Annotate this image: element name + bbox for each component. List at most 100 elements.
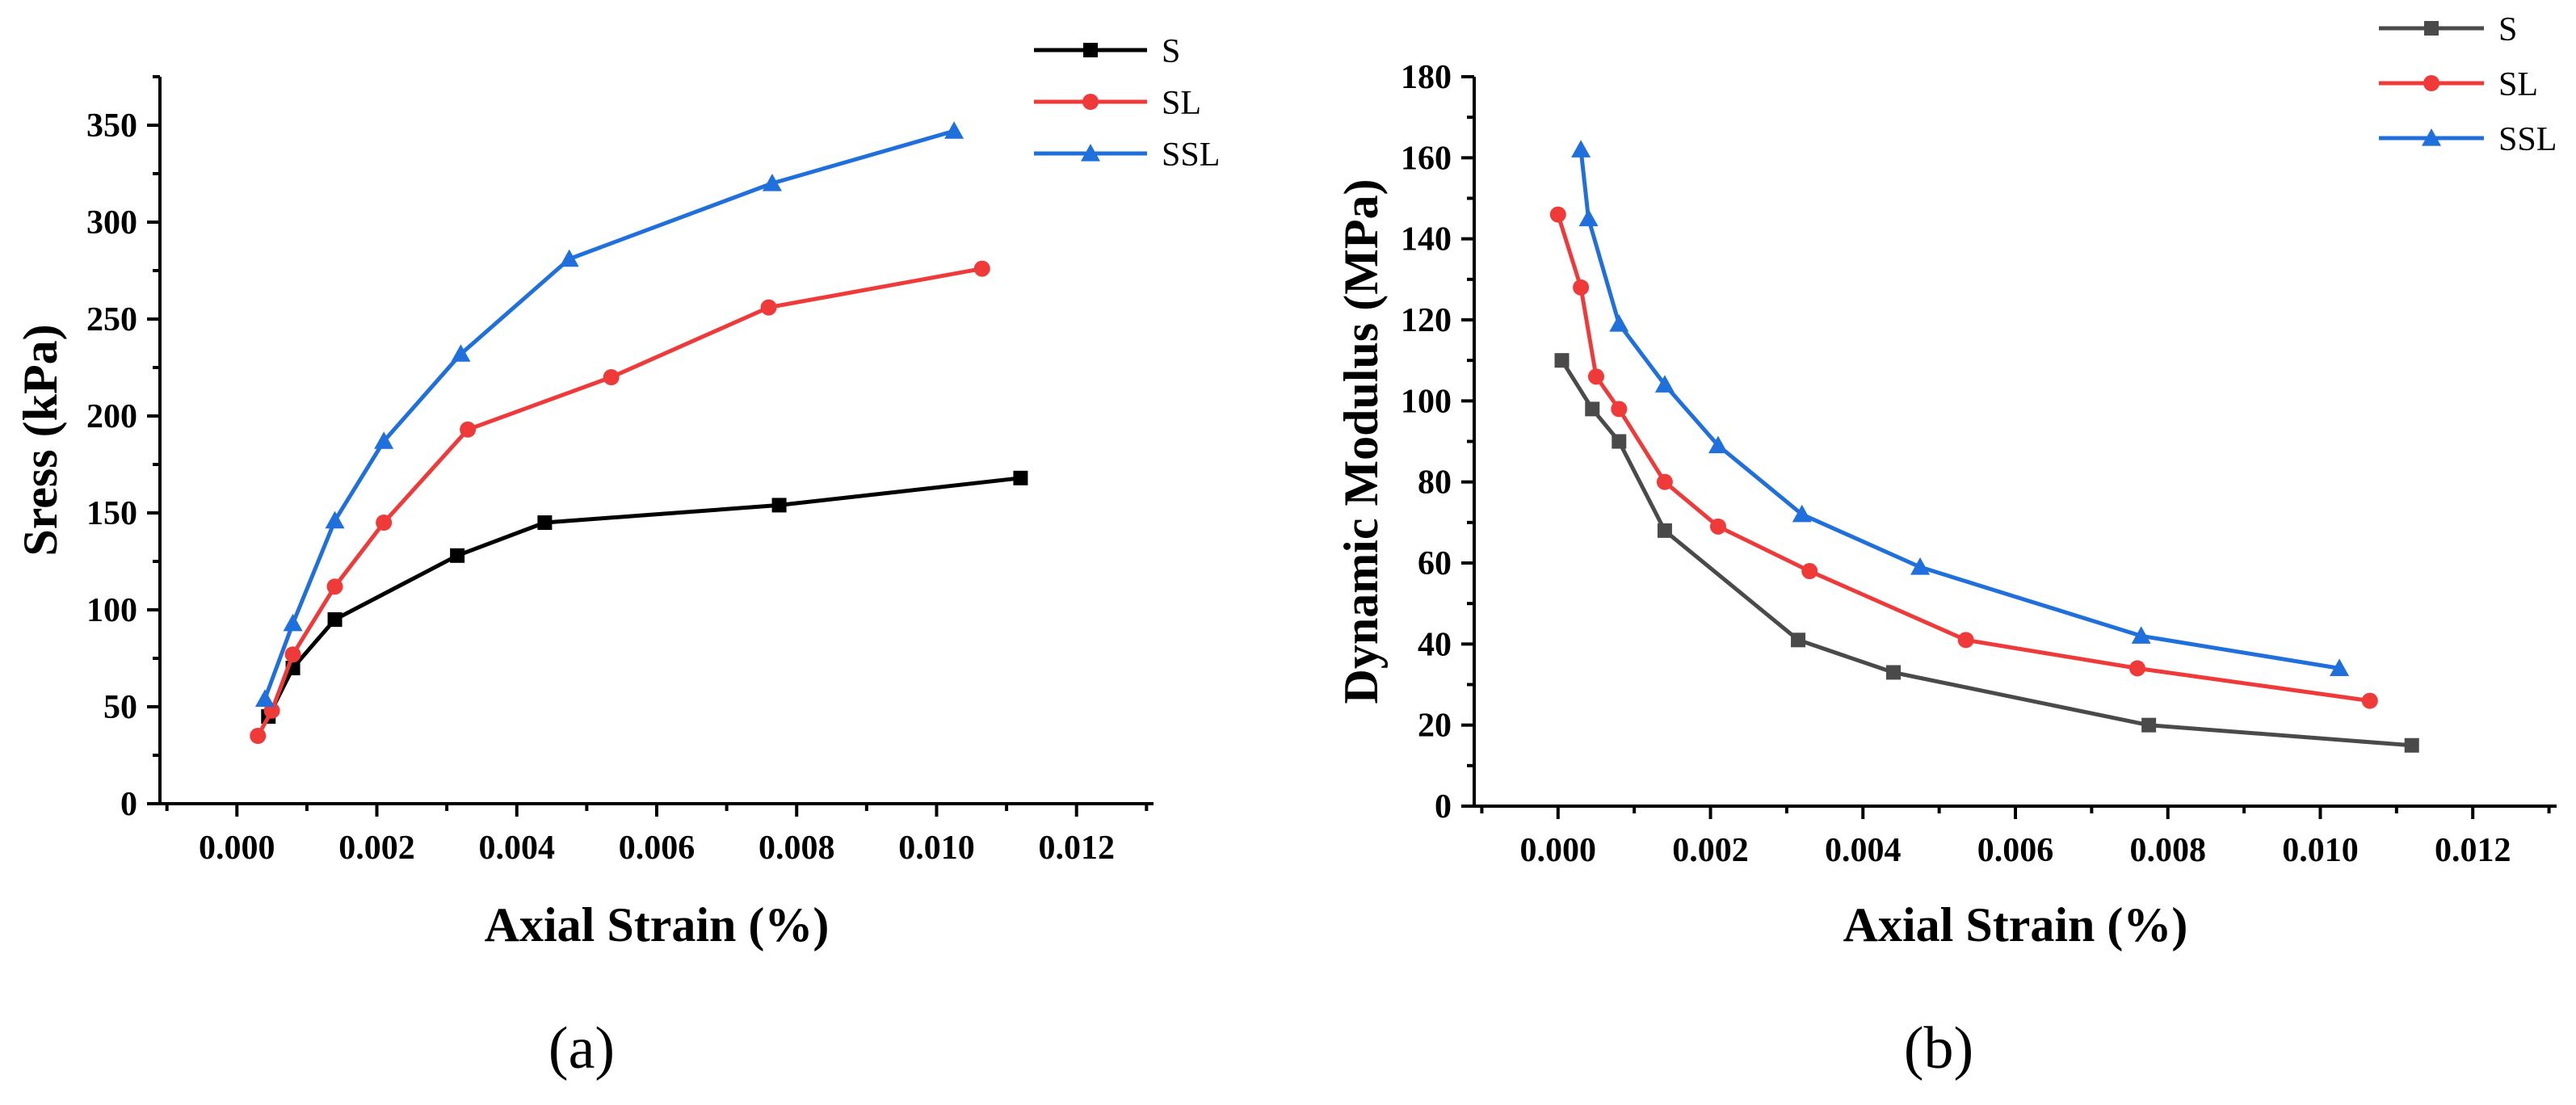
y-axis-title: Sress (kPa) (14, 324, 67, 556)
legend-marker-ssl (1081, 144, 1100, 162)
data-point-s (1791, 632, 1806, 648)
x-tick-label: 0.004 (1825, 832, 1902, 869)
legend-marker-s (2424, 21, 2439, 36)
legend-marker-s (1083, 43, 1098, 57)
data-point-s (327, 612, 342, 627)
data-point-s (1585, 401, 1600, 417)
data-point-ssl (2131, 626, 2151, 644)
data-point-s (537, 515, 553, 530)
x-tick-label: 0.000 (1520, 832, 1597, 869)
legend-marker-ssl (2422, 128, 2441, 146)
data-point-ssl (1571, 140, 1591, 158)
panel-label: (a) (548, 1015, 615, 1082)
legend-marker-sl (2423, 75, 2439, 91)
data-point-sl (460, 421, 477, 438)
y-tick-label: 250 (86, 301, 137, 338)
data-point-s (771, 498, 787, 513)
data-point-sl (973, 260, 990, 277)
x-tick-label: 0.004 (479, 830, 556, 867)
x-tick-label: 0.000 (199, 830, 275, 867)
data-point-ssl (283, 613, 303, 632)
x-tick-label: 0.002 (338, 830, 415, 867)
series-line-sl (1556, 213, 2371, 704)
data-point-sl (1957, 632, 1974, 649)
data-point-s (2404, 737, 2419, 753)
data-point-s (1554, 353, 1570, 368)
y-tick-label: 0 (1435, 788, 1452, 826)
y-tick-label: 120 (1401, 302, 1452, 339)
legend-label-ssl: SSL (1162, 137, 1220, 174)
legend-label-ssl: SSL (2498, 121, 2557, 158)
data-point-sl (1573, 279, 1590, 296)
data-point-ssl (374, 431, 394, 449)
x-tick-label: 0.008 (2129, 832, 2206, 869)
x-tick-label: 0.002 (1672, 832, 1749, 869)
data-point-sl (250, 728, 267, 744)
series-line-ssl (1578, 149, 2340, 670)
y-tick-label: 100 (1401, 383, 1452, 420)
data-point-sl (1801, 563, 1818, 580)
data-point-sl (326, 578, 343, 595)
data-point-ssl (1910, 557, 1931, 575)
series-line-s (267, 476, 1021, 718)
y-tick-label: 300 (86, 204, 137, 242)
data-point-ssl (559, 249, 579, 267)
data-point-ssl (325, 510, 345, 529)
legend-label-sl: SL (2498, 66, 2538, 103)
data-point-sl (1549, 206, 1566, 223)
data-point-sl (760, 299, 777, 316)
data-point-sl (1611, 401, 1628, 418)
y-tick-label: 350 (86, 107, 137, 145)
data-point-ssl (944, 121, 964, 139)
x-tick-label: 0.012 (2435, 832, 2511, 869)
y-tick-label: 200 (86, 398, 137, 435)
y-tick-label: 20 (1418, 708, 1452, 745)
legend-label-s: S (2498, 11, 2517, 48)
data-point-ssl (1654, 375, 1675, 393)
data-point-s (2141, 717, 2157, 733)
data-point-s (1886, 665, 1902, 680)
chart-a: 0 50 100 150 200 250 300 350 0.000 0.002 0.004 0.00… (14, 33, 1220, 1082)
panel-label: (b) (1904, 1015, 1973, 1082)
chart-b: 0 20 40 60 80 100 120 140 160 180 0.000 0.002 0.004 0… (1334, 11, 2557, 1082)
data-point-sl (2128, 660, 2145, 677)
series-line-sl (256, 267, 983, 737)
data-point-sl (284, 646, 301, 663)
y-tick-label: 60 (1418, 545, 1452, 582)
y-tick-label: 160 (1401, 140, 1452, 177)
data-point-sl (376, 515, 393, 531)
series-line-ssl (263, 128, 955, 700)
data-point-sl (1587, 368, 1604, 385)
y-tick-label: 180 (1401, 59, 1452, 96)
data-point-s (1612, 434, 1627, 449)
data-point-ssl (1792, 504, 1812, 523)
data-point-ssl (1578, 208, 1599, 227)
data-point-sl (1709, 518, 1726, 535)
y-tick-label: 150 (86, 495, 137, 532)
data-point-s (450, 548, 465, 563)
legend-marker-sl (1082, 94, 1099, 110)
legend-label-s: S (1162, 33, 1180, 70)
x-tick-label: 0.006 (1977, 832, 2054, 869)
data-point-ssl (451, 344, 471, 362)
data-point-sl (2361, 692, 2378, 709)
x-axis-title: Axial Strain (%) (1843, 898, 2188, 952)
y-axis-title: Dynamic Modulus (MPa) (1334, 179, 1388, 704)
x-tick-label: 0.010 (2282, 832, 2359, 869)
data-point-s (1657, 523, 1672, 538)
data-point-sl (603, 369, 620, 385)
y-tick-label: 140 (1401, 221, 1452, 258)
data-point-ssl (1609, 314, 1629, 332)
data-point-ssl (254, 689, 275, 707)
data-point-s (1013, 470, 1028, 485)
legend-label-sl: SL (1162, 85, 1201, 122)
data-point-ssl (1708, 435, 1728, 454)
x-tick-label: 0.008 (759, 830, 835, 867)
data-point-ssl (762, 174, 782, 191)
y-tick-label: 100 (86, 592, 137, 629)
y-tick-label: 0 (120, 786, 137, 823)
y-tick-label: 50 (103, 689, 137, 726)
x-tick-label: 0.010 (898, 830, 975, 867)
y-tick-label: 40 (1418, 626, 1452, 663)
